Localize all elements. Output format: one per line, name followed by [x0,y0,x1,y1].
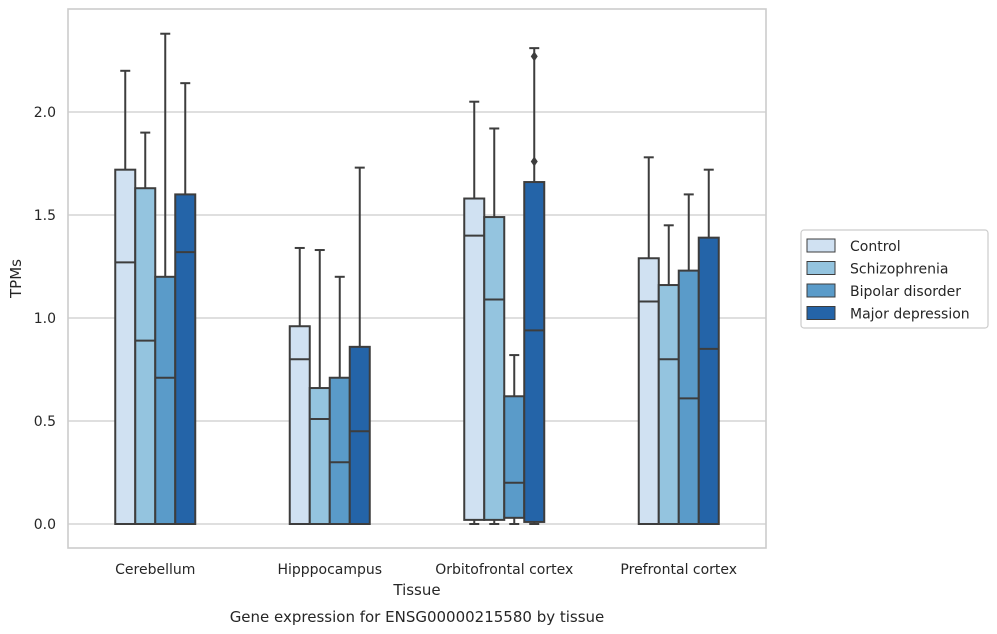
box [328,275,351,525]
x-tick-label: Hipppocampus [277,562,382,578]
box [348,166,371,525]
boxes [114,32,720,526]
legend-label: Major depression [850,307,970,323]
y-tick-label: 1.5 [34,208,56,224]
legend-frame [800,229,989,329]
box-body [637,257,660,525]
box [657,224,680,526]
outlier-marker [530,156,538,167]
x-tick-label: Cerebellum [115,562,195,578]
box [174,82,197,525]
legend-swatch [806,306,836,320]
box [288,246,311,525]
box-body [657,284,680,526]
box-body [134,187,157,525]
y-tick-label: 2.0 [34,105,56,121]
legend-swatch [806,261,836,275]
box [463,100,486,525]
box-body [114,168,137,525]
legend-label: Bipolar disorder [850,284,961,300]
box [154,32,177,525]
outlier-marker [530,51,538,62]
y-axis-label: TPMs [7,259,25,299]
box [523,47,546,525]
box-body [523,181,546,523]
box-body [328,376,351,525]
x-tick-label: Prefrontal cortex [620,562,737,578]
box [483,127,506,525]
box-body [463,197,486,521]
legend-swatch [806,238,836,253]
legend-label: Schizophrenia [850,262,948,278]
y-tick-label: 0.0 [34,517,56,533]
legend-label: Control [850,239,901,255]
box [697,168,720,525]
plot-area-frame [67,8,767,549]
box [308,249,331,526]
box [637,156,660,525]
box-body [348,345,371,525]
x-axis-ticks: Cerebellum Hipppocampus Orbitofrontal cort… [115,562,737,578]
legend: Control Schizophrenia Bipolar disorder Majo… [800,229,989,329]
box-body [483,216,506,521]
y-tick-label: 0.5 [34,414,56,430]
box-body [308,387,331,526]
box-body [503,395,526,519]
box-body [154,275,177,525]
x-axis-label: Tissue [392,581,440,599]
box-body [288,325,311,525]
box-body [677,269,700,525]
y-tick-label: 1.0 [34,311,56,327]
box [677,193,700,525]
y-axis-ticks: 0.0 0.5 1.0 1.5 2.0 [34,105,56,533]
figure-caption: Gene expression for ENSG00000215580 by t… [230,608,605,626]
box [114,69,137,525]
x-tick-label: Orbitofrontal cortex [435,562,573,578]
box-body [174,193,197,525]
box-body [697,236,720,525]
box [503,354,526,525]
box [134,131,157,525]
legend-swatch [806,283,836,298]
